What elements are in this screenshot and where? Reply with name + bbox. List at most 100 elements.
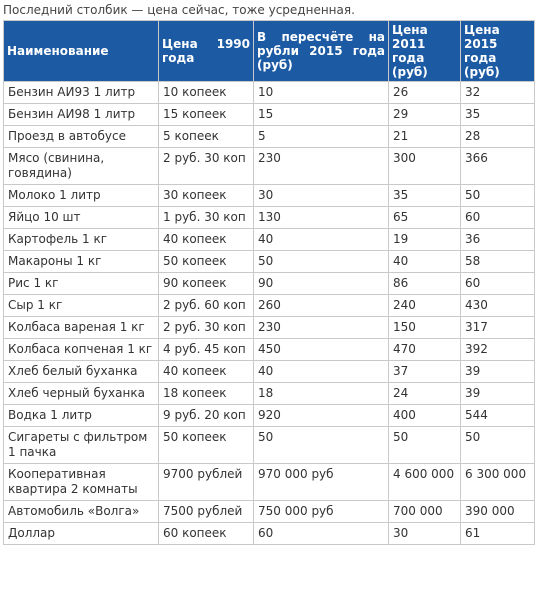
table-row: Яйцо 10 шт 1 руб. 30 коп 130 65 60 bbox=[3, 206, 535, 229]
table-row: Картофель 1 кг 40 копеек 40 19 36 bbox=[3, 228, 535, 251]
table-cell: Бензин АИ93 1 литр bbox=[3, 81, 159, 104]
table-cell: 10 копеек bbox=[158, 81, 254, 104]
table-cell: 2 руб. 30 коп bbox=[158, 316, 254, 339]
table-cell: Сыр 1 кг bbox=[3, 294, 159, 317]
table-cell: 65 bbox=[388, 206, 461, 229]
header-cell: Цена 1990 года bbox=[158, 20, 254, 82]
table-cell: 30 bbox=[253, 184, 389, 207]
table-cell: 26 bbox=[388, 81, 461, 104]
table-row: Макароны 1 кг 50 копеек 50 40 58 bbox=[3, 250, 535, 273]
table-cell: 18 bbox=[253, 382, 389, 405]
table-cell: 5 копеек bbox=[158, 125, 254, 148]
table-cell: 230 bbox=[253, 316, 389, 339]
table-cell: 4 руб. 45 коп bbox=[158, 338, 254, 361]
table-cell: 37 bbox=[388, 360, 461, 383]
table-cell: 60 bbox=[253, 522, 389, 545]
table-row: Хлеб белый буханка 40 копеек 40 37 39 bbox=[3, 360, 535, 383]
table-cell: 50 bbox=[388, 426, 461, 464]
table-cell: 35 bbox=[460, 103, 535, 126]
table-cell: 920 bbox=[253, 404, 389, 427]
table-row: Водка 1 литр 9 руб. 20 коп 920 400 544 bbox=[3, 404, 535, 427]
table-cell: 5 bbox=[253, 125, 389, 148]
table-cell: 30 копеек bbox=[158, 184, 254, 207]
table-cell: 130 bbox=[253, 206, 389, 229]
table-cell: 90 копеек bbox=[158, 272, 254, 295]
table-cell: 470 bbox=[388, 338, 461, 361]
table-cell: 39 bbox=[460, 360, 535, 383]
table-cell: Доллар bbox=[3, 522, 159, 545]
table-cell: 58 bbox=[460, 250, 535, 273]
table-cell: 10 bbox=[253, 81, 389, 104]
table-row: Молоко 1 литр 30 копеек 30 35 50 bbox=[3, 184, 535, 207]
table-cell: 19 bbox=[388, 228, 461, 251]
table-cell: Яйцо 10 шт bbox=[3, 206, 159, 229]
table-cell: 61 bbox=[460, 522, 535, 545]
table-cell: 28 bbox=[460, 125, 535, 148]
table-cell: 240 bbox=[388, 294, 461, 317]
table-cell: 15 копеек bbox=[158, 103, 254, 126]
table-cell: 21 bbox=[388, 125, 461, 148]
table-cell: 40 копеек bbox=[158, 228, 254, 251]
table-row: Доллар 60 копеек 60 30 61 bbox=[3, 522, 535, 545]
price-table: Наименование Цена 1990 года В пересчёте на… bbox=[3, 20, 535, 545]
table-cell: Проезд в автобусе bbox=[3, 125, 159, 148]
table-cell: 2 руб. 60 коп bbox=[158, 294, 254, 317]
table-row: Проезд в автобусе 5 копеек 5 21 28 bbox=[3, 125, 535, 148]
table-cell: 29 bbox=[388, 103, 461, 126]
table-body: Бензин АИ93 1 литр 10 копеек 10 26 32 Бензин … bbox=[3, 81, 535, 545]
table-cell: Картофель 1 кг bbox=[3, 228, 159, 251]
table-cell: Колбаса копченая 1 кг bbox=[3, 338, 159, 361]
header-cell: В пересчёте на рубли 2015 года (руб) bbox=[253, 20, 389, 82]
table-cell: 60 bbox=[460, 272, 535, 295]
table-cell: 9700 рублей bbox=[158, 463, 254, 501]
table-cell: 60 копеек bbox=[158, 522, 254, 545]
table-row: Колбаса копченая 1 кг 4 руб. 45 коп 450 470… bbox=[3, 338, 535, 361]
table-cell: 9 руб. 20 коп bbox=[158, 404, 254, 427]
table-row: Хлеб черный буханка 18 копеек 18 24 39 bbox=[3, 382, 535, 405]
table-cell: Мясо (свинина, говядина) bbox=[3, 147, 159, 185]
table-row: Бензин АИ98 1 литр 15 копеек 15 29 35 bbox=[3, 103, 535, 126]
table-cell: 6 300 000 bbox=[460, 463, 535, 501]
table-cell: Бензин АИ98 1 литр bbox=[3, 103, 159, 126]
header-cell: Цена 2015 года (руб) bbox=[460, 20, 535, 82]
table-cell: Рис 1 кг bbox=[3, 272, 159, 295]
table-cell: 86 bbox=[388, 272, 461, 295]
table-cell: 40 копеек bbox=[158, 360, 254, 383]
table-cell: Хлеб черный буханка bbox=[3, 382, 159, 405]
table-cell: Кооперативная квартира 2 комнаты bbox=[3, 463, 159, 501]
table-row: Колбаса вареная 1 кг 2 руб. 30 коп 230 150 3… bbox=[3, 316, 535, 339]
table-cell: 150 bbox=[388, 316, 461, 339]
table-cell: 40 bbox=[253, 360, 389, 383]
table-row: Рис 1 кг 90 копеек 90 86 60 bbox=[3, 272, 535, 295]
table-cell: 15 bbox=[253, 103, 389, 126]
table-row: Автомобиль «Волга» 7500 рублей 750 000 руб… bbox=[3, 500, 535, 523]
header-cell: Цена 2011 года (руб) bbox=[388, 20, 461, 82]
table-cell: Автомобиль «Волга» bbox=[3, 500, 159, 523]
table-cell: 60 bbox=[460, 206, 535, 229]
table-cell: 50 bbox=[460, 426, 535, 464]
table-cell: 970 000 руб bbox=[253, 463, 389, 501]
table-cell: 18 копеек bbox=[158, 382, 254, 405]
table-cell: 50 bbox=[460, 184, 535, 207]
table-cell: 50 копеек bbox=[158, 250, 254, 273]
table-cell: 317 bbox=[460, 316, 535, 339]
table-cell: 700 000 bbox=[388, 500, 461, 523]
table-cell: 30 bbox=[388, 522, 461, 545]
table-cell: 1 руб. 30 коп bbox=[158, 206, 254, 229]
table-cell: 7500 рублей bbox=[158, 500, 254, 523]
table-cell: 2 руб. 30 коп bbox=[158, 147, 254, 185]
table-row: Сигареты с фильтром 1 пачка 50 копеек 50 50… bbox=[3, 426, 535, 464]
table-row: Кооперативная квартира 2 комнаты 9700 руб… bbox=[3, 463, 535, 501]
table-cell: Сигареты с фильтром 1 пачка bbox=[3, 426, 159, 464]
table-cell: 39 bbox=[460, 382, 535, 405]
table-cell: 430 bbox=[460, 294, 535, 317]
table-cell: 90 bbox=[253, 272, 389, 295]
caption: Последний столбик — цена сейчас, тоже ус… bbox=[3, 3, 355, 17]
table-cell: 50 копеек bbox=[158, 426, 254, 464]
table-cell: Водка 1 литр bbox=[3, 404, 159, 427]
table-cell: 50 bbox=[253, 250, 389, 273]
table-cell: Макароны 1 кг bbox=[3, 250, 159, 273]
table-cell: 40 bbox=[388, 250, 461, 273]
table-cell: 450 bbox=[253, 338, 389, 361]
table-cell: 36 bbox=[460, 228, 535, 251]
